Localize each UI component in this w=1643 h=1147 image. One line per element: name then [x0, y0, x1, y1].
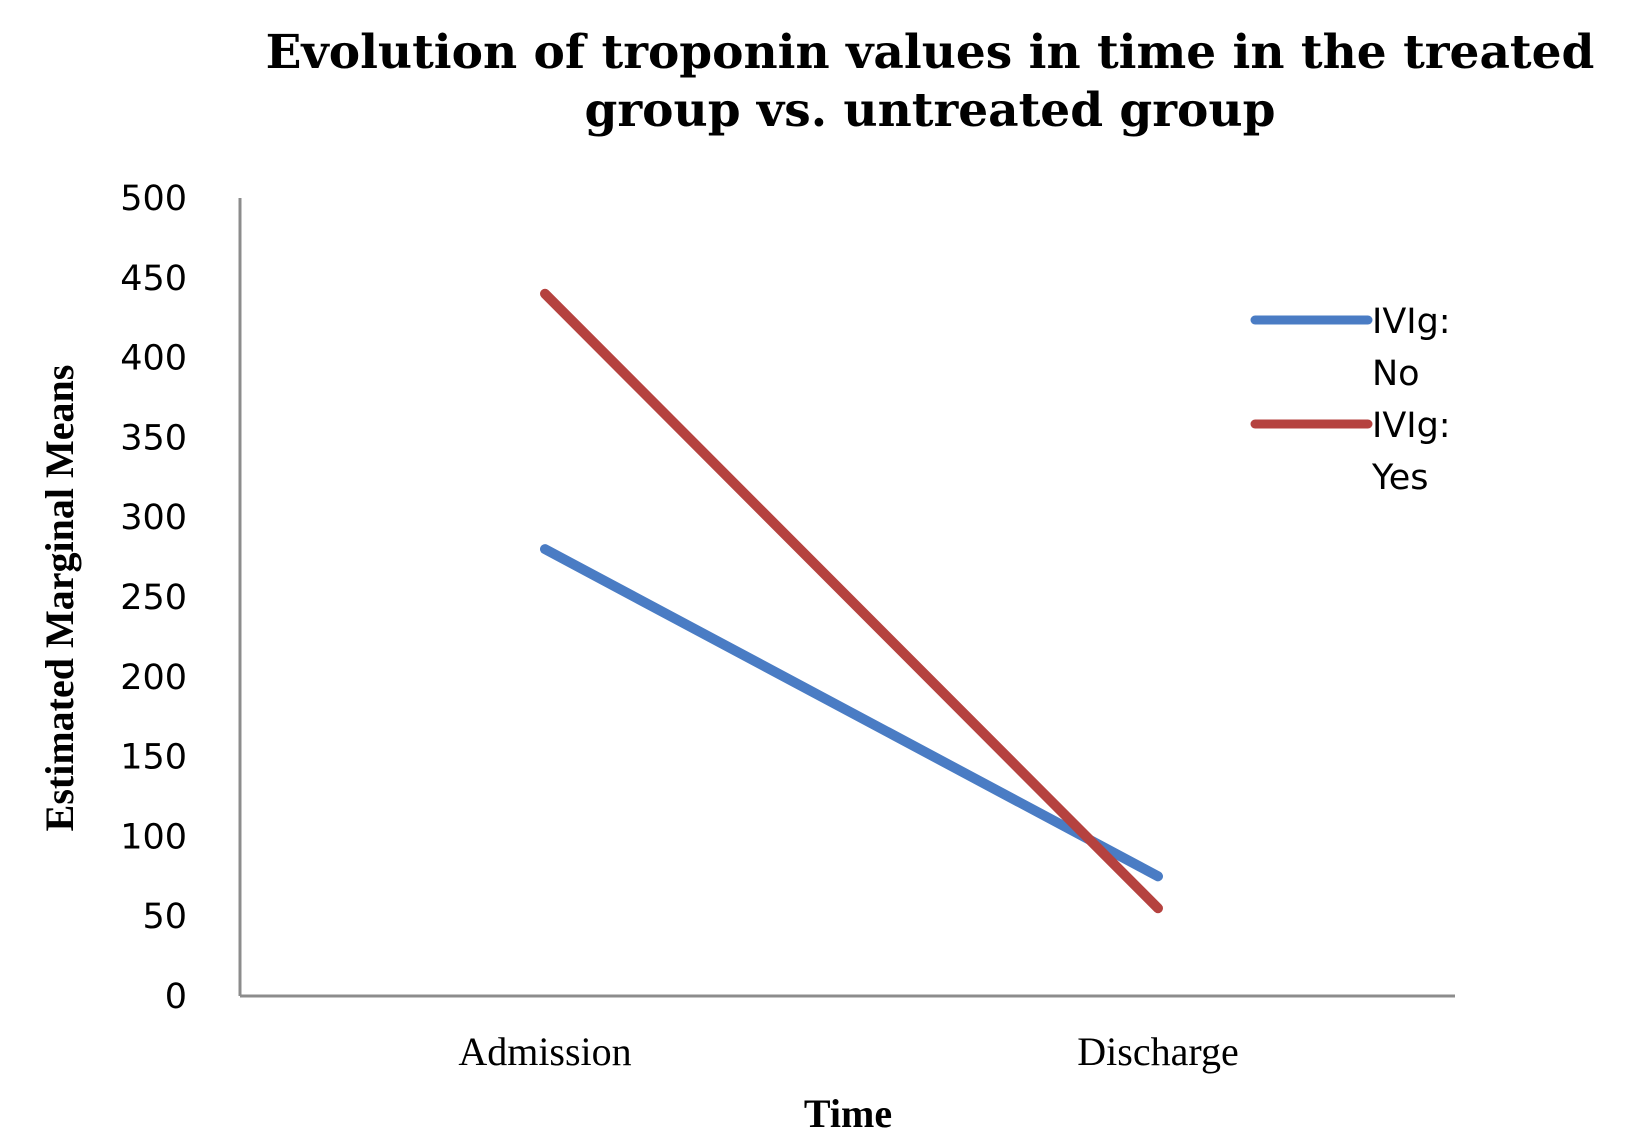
legend-label: Yes — [1371, 458, 1429, 498]
chart-title-line-2: group vs. untreated group — [585, 83, 1276, 138]
legend-label: No — [1372, 354, 1420, 394]
legend: IVIg: No IVIg: Yes — [1250, 302, 1451, 498]
legend-label: IVIg: — [1372, 406, 1451, 446]
y-axis-title: Estimated Marginal Means — [37, 365, 82, 832]
y-tick-label: 0 — [165, 977, 187, 1017]
y-axis-ticks: 0 50 100 150 200 250 300 350 400 450 500 — [120, 179, 187, 1017]
y-tick-label: 150 — [120, 738, 187, 778]
y-tick-label: 400 — [120, 339, 187, 379]
x-category-label: Admission — [458, 1029, 631, 1074]
y-tick-label: 250 — [120, 578, 187, 618]
legend-label: IVIg: — [1372, 302, 1451, 342]
series-line-ivig-yes — [540, 288, 1163, 914]
y-tick-label: 500 — [120, 179, 187, 219]
chart-title-line-1: Evolution of troponin values in time in … — [266, 25, 1595, 80]
y-tick-label: 350 — [120, 418, 187, 458]
x-axis-title: Time — [804, 1091, 892, 1136]
series-lines — [540, 288, 1163, 914]
series-line-ivig-no — [540, 544, 1163, 882]
y-tick-label: 50 — [142, 897, 187, 937]
x-category-label: Discharge — [1077, 1029, 1238, 1074]
y-tick-label: 200 — [120, 658, 187, 698]
y-tick-label: 300 — [120, 498, 187, 538]
x-axis-categories: Admission Discharge — [458, 1029, 1238, 1074]
y-tick-label: 450 — [120, 259, 187, 299]
y-tick-label: 100 — [120, 817, 187, 857]
